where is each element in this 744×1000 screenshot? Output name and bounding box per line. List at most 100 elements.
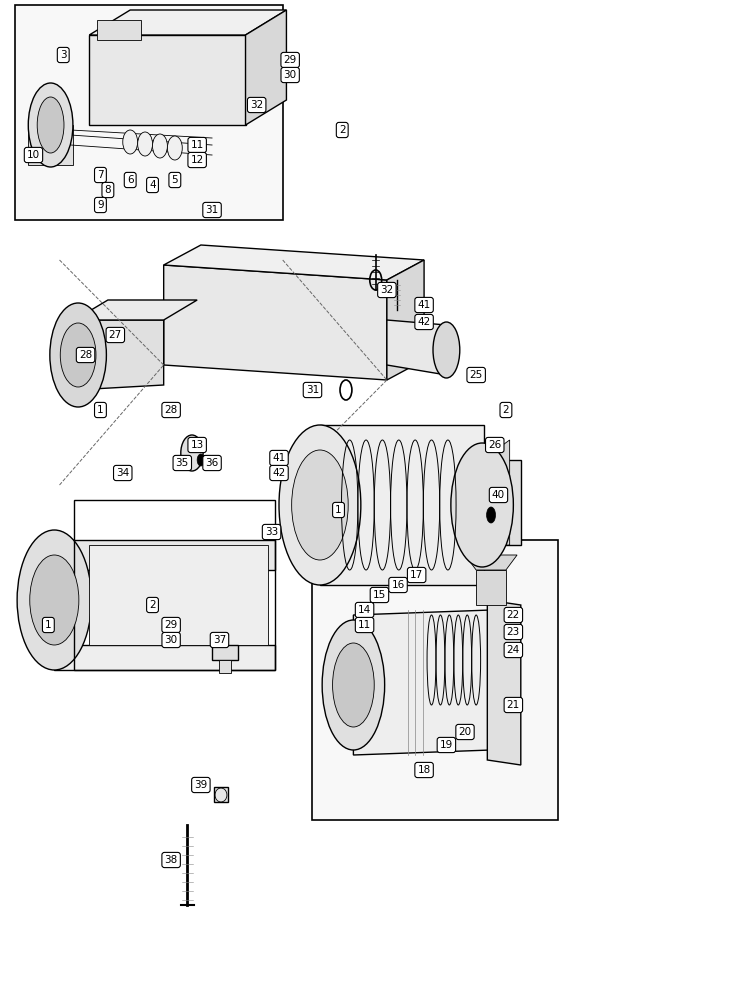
Text: 4: 4: [150, 180, 155, 190]
Text: 14: 14: [358, 605, 371, 615]
Ellipse shape: [333, 643, 374, 727]
Polygon shape: [353, 610, 491, 755]
Text: 35: 35: [176, 458, 189, 468]
Text: 6: 6: [127, 175, 133, 185]
Text: 41: 41: [272, 453, 286, 463]
Text: 22: 22: [507, 610, 520, 620]
Text: 3: 3: [60, 50, 66, 60]
Text: 15: 15: [373, 590, 386, 600]
Text: 42: 42: [272, 468, 286, 478]
Text: 20: 20: [458, 727, 472, 737]
Text: 31: 31: [306, 385, 319, 395]
Text: 1: 1: [45, 620, 51, 630]
Text: 28: 28: [164, 405, 178, 415]
Ellipse shape: [153, 134, 167, 158]
Text: 32: 32: [250, 100, 263, 110]
Polygon shape: [219, 660, 231, 673]
Polygon shape: [212, 645, 238, 660]
Polygon shape: [476, 570, 506, 605]
Text: 32: 32: [380, 285, 394, 295]
Text: 9: 9: [97, 200, 103, 210]
Polygon shape: [482, 460, 521, 545]
Text: 11: 11: [358, 620, 371, 630]
Text: 30: 30: [283, 70, 297, 80]
Polygon shape: [164, 265, 387, 380]
Text: 37: 37: [213, 635, 226, 645]
Ellipse shape: [30, 555, 79, 645]
Ellipse shape: [433, 322, 460, 378]
Polygon shape: [54, 540, 275, 570]
Polygon shape: [387, 260, 424, 380]
Polygon shape: [164, 245, 424, 280]
Text: 23: 23: [507, 627, 520, 637]
Text: 29: 29: [283, 55, 297, 65]
Ellipse shape: [28, 83, 73, 167]
Text: 12: 12: [190, 155, 204, 165]
Ellipse shape: [17, 530, 92, 670]
Text: 41: 41: [417, 300, 431, 310]
Polygon shape: [387, 320, 446, 375]
Text: 19: 19: [440, 740, 453, 750]
Text: 16: 16: [391, 580, 405, 590]
Text: 26: 26: [488, 440, 501, 450]
Text: 10: 10: [27, 150, 40, 160]
Text: 5: 5: [172, 175, 178, 185]
Ellipse shape: [487, 507, 496, 523]
Polygon shape: [89, 10, 286, 35]
Text: 1: 1: [336, 505, 341, 515]
Polygon shape: [28, 125, 73, 165]
Polygon shape: [97, 20, 141, 40]
Ellipse shape: [138, 132, 153, 156]
Polygon shape: [214, 787, 228, 802]
Polygon shape: [482, 440, 510, 545]
Text: 30: 30: [164, 635, 178, 645]
Polygon shape: [89, 35, 246, 125]
Text: 33: 33: [265, 527, 278, 537]
Text: 13: 13: [190, 440, 204, 450]
Bar: [312, 540, 558, 820]
Polygon shape: [487, 600, 521, 765]
Ellipse shape: [451, 443, 513, 567]
Ellipse shape: [292, 450, 348, 560]
Text: 2: 2: [503, 405, 509, 415]
Ellipse shape: [123, 130, 138, 154]
Text: 31: 31: [205, 205, 219, 215]
Polygon shape: [54, 645, 275, 670]
Text: 39: 39: [194, 780, 208, 790]
Text: 18: 18: [417, 765, 431, 775]
Ellipse shape: [167, 136, 182, 160]
Ellipse shape: [322, 620, 385, 750]
Text: 27: 27: [109, 330, 122, 340]
Text: 29: 29: [164, 620, 178, 630]
Text: 40: 40: [492, 490, 505, 500]
Polygon shape: [74, 300, 197, 320]
Polygon shape: [89, 545, 268, 645]
Ellipse shape: [50, 303, 106, 407]
Text: 7: 7: [97, 170, 103, 180]
Polygon shape: [74, 320, 164, 390]
Ellipse shape: [60, 323, 96, 387]
Text: 42: 42: [417, 317, 431, 327]
Text: 21: 21: [507, 700, 520, 710]
Text: 38: 38: [164, 855, 178, 865]
Ellipse shape: [197, 454, 205, 466]
Text: 2: 2: [150, 600, 155, 610]
Text: 11: 11: [190, 140, 204, 150]
Polygon shape: [320, 425, 484, 585]
Ellipse shape: [181, 435, 203, 471]
Text: 25: 25: [469, 370, 483, 380]
Text: 28: 28: [79, 350, 92, 360]
Text: 1: 1: [97, 405, 103, 415]
Polygon shape: [465, 555, 517, 570]
Text: 36: 36: [205, 458, 219, 468]
Ellipse shape: [37, 97, 64, 153]
Polygon shape: [246, 10, 286, 125]
Text: 24: 24: [507, 645, 520, 655]
Text: 2: 2: [339, 125, 345, 135]
Ellipse shape: [205, 458, 212, 470]
Text: 17: 17: [410, 570, 423, 580]
Ellipse shape: [279, 425, 361, 585]
Text: 8: 8: [105, 185, 111, 195]
Bar: [15, 5, 283, 220]
Text: 34: 34: [116, 468, 129, 478]
